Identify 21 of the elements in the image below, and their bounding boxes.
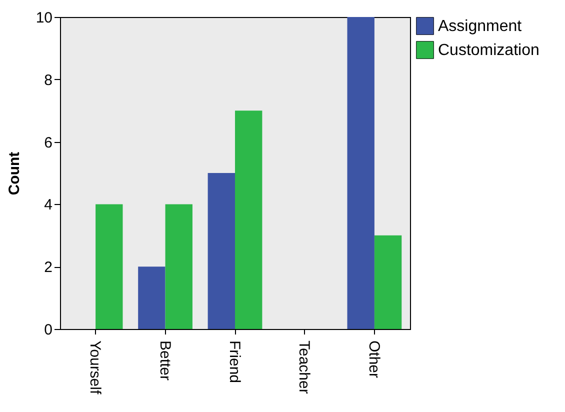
bar (96, 204, 123, 329)
y-tick-label: 8 (44, 72, 52, 89)
bar (235, 110, 262, 329)
bar (374, 235, 402, 329)
x-tick-label: Friend (226, 340, 243, 384)
y-tick-label: 4 (44, 196, 52, 214)
bar (208, 173, 235, 329)
legend-label: Assignment (438, 18, 522, 35)
x-tick-label: Yourself (86, 340, 104, 395)
x-tick-label: Better (156, 340, 174, 381)
y-tick-label: 10 (36, 10, 52, 26)
bar (138, 266, 166, 329)
y-axis-title: Count (6, 152, 23, 196)
bar (347, 17, 374, 329)
bar (165, 204, 192, 329)
x-tick-label: Other (365, 340, 382, 378)
y-tick-label: 0 (44, 322, 52, 338)
y-tick-label: 6 (44, 134, 52, 152)
legend-label: Customization (438, 42, 540, 59)
y-tick-label: 2 (44, 259, 52, 276)
x-tick-label: Teacher (296, 340, 313, 394)
